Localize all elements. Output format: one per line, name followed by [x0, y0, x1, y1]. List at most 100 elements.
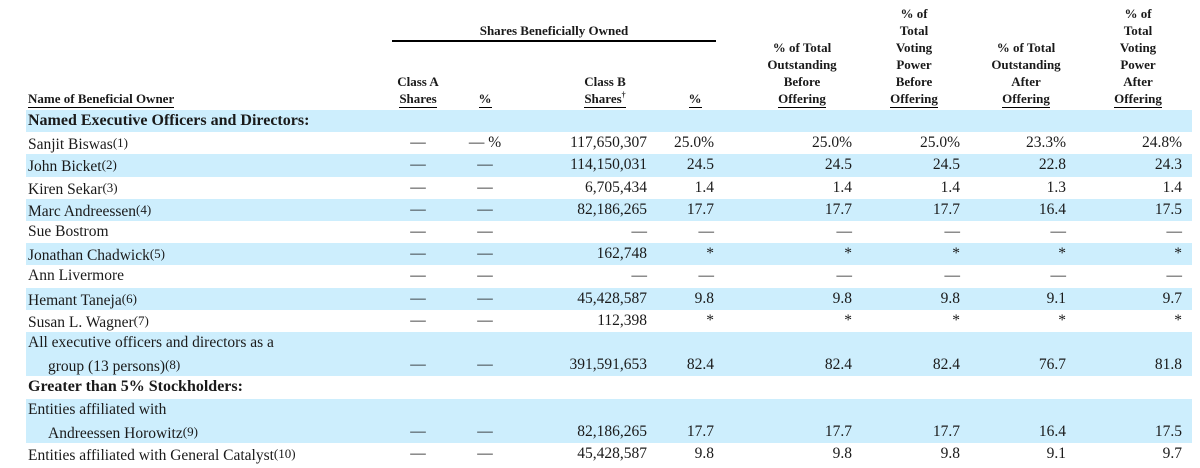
tva-cell: * [1174, 311, 1182, 329]
footnote-ref: (5) [149, 246, 165, 262]
class-a-cell: — [410, 134, 426, 152]
header-tva-line6: Offering [1114, 91, 1162, 108]
section-heading: Greater than 5% Stockholders: [28, 376, 243, 398]
tob-cell: 9.8 [832, 289, 852, 307]
tob-cell: — [836, 267, 853, 285]
header-beneficially-owned: Shares Beneficially Owned [392, 22, 716, 39]
toa-cell: 16.4 [1038, 422, 1066, 440]
tob-cell: 25.0% [811, 134, 852, 152]
toa-cell: 22.8 [1038, 156, 1066, 174]
owner-name-text: John Bicket [28, 158, 102, 176]
tob-cell: 24.5 [824, 156, 852, 174]
owner-name: Entities affiliated with [28, 399, 166, 421]
footnote-ref: (2) [101, 157, 117, 173]
owner-name-text: Greater than 5% Stockholders: [28, 378, 243, 396]
footnote-ref: (9) [182, 423, 198, 439]
toa-cell: * [1058, 311, 1066, 329]
table-row: Sue Bostrom — — — — — — — — [26, 221, 1192, 243]
owner-name-text: Andreessen Horowitz [48, 424, 183, 442]
footnote-ref: (10) [273, 446, 296, 461]
pct-b-cell: — [698, 267, 715, 285]
footnote-ref: (1) [112, 135, 128, 151]
header-tva-line1: % of [1124, 6, 1152, 21]
header-tob-line3: Before [783, 74, 821, 89]
header-tvb-line6: Offering [890, 91, 938, 108]
pct-a-cell: — % [468, 134, 502, 152]
header-toa-line2: Outstanding [991, 57, 1061, 72]
header-tvb-line5: Before [895, 74, 933, 89]
header-tvb-line1: % of [900, 6, 928, 21]
owner-name-text: Named Executive Officers and Directors: [28, 112, 310, 129]
class-a-cell: — [410, 200, 426, 218]
owner-name-text: Sue Bostrom [28, 223, 109, 240]
class-a-cell: — [410, 311, 426, 329]
header-toa-line1: % of Total [996, 40, 1056, 55]
tvb-cell: * [952, 311, 960, 329]
owner-name-text: Kiren Sekar [28, 180, 103, 198]
owner-name: Jonathan Chadwick(5) [28, 243, 165, 265]
table-row: Susan L. Wagner(7) — — 112,398 * * * * * [26, 310, 1192, 332]
tva-cell: 17.5 [1154, 422, 1182, 440]
owner-name-text: Entities affiliated with General Catalys… [28, 447, 274, 464]
footnote-ref: (3) [102, 179, 118, 195]
pct-b-cell: 9.8 [694, 445, 714, 462]
header-beneficially-owned-text: Shares Beneficially Owned [479, 23, 629, 38]
table-row: group (13 persons)(8) — — 391,591,653 82.4 82… [26, 354, 1192, 377]
table-row: Jonathan Chadwick(5) — — 162,748 * * * * * [26, 243, 1192, 266]
header-tvb-line3: Voting [895, 40, 933, 55]
tob-cell: 82.4 [824, 356, 852, 374]
class-a-cell: — [410, 178, 426, 196]
pct-b-cell: 1.4 [694, 178, 714, 196]
tvb-cell: 9.8 [940, 445, 960, 462]
owner-name: Andreessen Horowitz(9) [48, 421, 198, 443]
class-a-cell: — [410, 245, 426, 263]
tvb-cell: 1.4 [940, 178, 960, 196]
tob-cell: 1.4 [832, 178, 852, 196]
toa-cell: 9.1 [1046, 445, 1066, 462]
toa-cell: — [1050, 267, 1067, 285]
toa-cell: 23.3% [1025, 134, 1066, 152]
owner-name: Hemant Taneja(6) [28, 288, 137, 310]
owner-name-text: Susan L. Wagner [28, 313, 134, 331]
class-a-cell: — [410, 422, 426, 440]
tob-cell: 9.8 [832, 445, 852, 462]
table-row: John Bicket(2) — — 114,150,031 24.5 24.5 24.5 2… [26, 154, 1192, 177]
header-class-b-mark: † [621, 90, 626, 100]
tva-cell: 24.8% [1141, 134, 1182, 152]
pct-b-cell: 82.4 [686, 356, 714, 374]
class-a-cell: — [410, 223, 426, 240]
owner-name: group (13 persons)(8) [48, 354, 180, 376]
header-pct-a-text: % [478, 91, 492, 108]
pct-a-cell: — [477, 267, 493, 285]
owner-name-text: Marc Andreessen [28, 202, 137, 220]
owner-name: Marc Andreessen(4) [28, 199, 151, 221]
owner-name: Kiren Sekar(3) [28, 177, 118, 199]
owner-name: John Bicket(2) [28, 154, 117, 176]
header-class-a-line1: Class A [397, 74, 439, 89]
owner-name-text: Jonathan Chadwick [28, 247, 150, 265]
class-a-cell: — [410, 289, 426, 307]
tva-cell: 1.4 [1162, 178, 1182, 196]
class-b-cell: 391,591,653 [569, 356, 648, 374]
owner-name-text: Entities affiliated with [28, 400, 167, 418]
section-heading: Named Executive Officers and Directors: [28, 110, 309, 132]
header-toa-line3: After [1011, 74, 1041, 89]
owner-name: Susan L. Wagner(7) [28, 310, 149, 332]
pct-b-cell: 24.5 [686, 156, 714, 174]
header-tob-line2: Outstanding [767, 57, 837, 72]
table-row: Sanjit Biswas(1) — — % 117,650,307 25.0% 25.0… [26, 132, 1192, 154]
pct-a-cell: — [477, 422, 493, 440]
pct-b-cell: — [698, 223, 715, 240]
tva-cell: — [1166, 223, 1183, 240]
table-row: Marc Andreessen(4) — — 82,186,265 17.7 17.7 17… [26, 198, 1192, 221]
pct-b-cell: 17.7 [686, 422, 714, 440]
tva-cell: 17.5 [1154, 200, 1182, 218]
toa-cell: 1.3 [1046, 178, 1066, 196]
header-class-a: Class A Shares [385, 73, 451, 108]
owner-name-text: group (13 persons) [48, 358, 166, 376]
tva-cell: * [1174, 245, 1182, 263]
header-name: Name of Beneficial Owner [28, 90, 175, 108]
class-a-cell: — [410, 156, 426, 174]
pct-a-cell: — [477, 156, 493, 174]
toa-cell: * [1058, 245, 1066, 263]
